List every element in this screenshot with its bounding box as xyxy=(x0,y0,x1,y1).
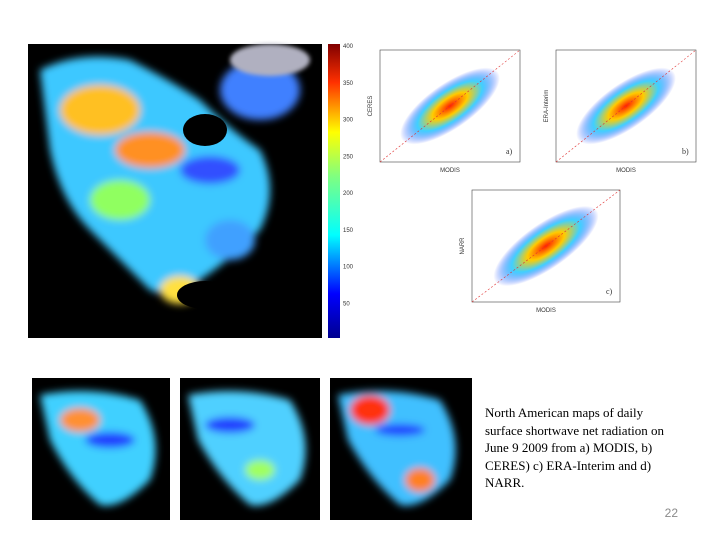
one-to-one-line xyxy=(471,189,621,303)
slide-number: 22 xyxy=(664,506,678,520)
panel-label: a) xyxy=(506,147,513,156)
colorbar-tick-label: 300 xyxy=(343,118,354,124)
scatter-plot: a) MODIS CERES xyxy=(368,49,521,174)
x-axis-label: MODIS xyxy=(440,168,460,174)
colorbar-tick-label: 150 xyxy=(343,228,354,234)
one-to-one-line xyxy=(379,49,521,163)
x-axis-label: MODIS xyxy=(616,168,636,174)
y-axis-label: NARR xyxy=(460,237,466,255)
colorbar-tick-label: 400 xyxy=(343,44,354,50)
y-axis-label: ERA-Interim xyxy=(544,90,550,123)
main-map xyxy=(28,44,340,338)
scatter-plot: b) MODIS ERA-Interim xyxy=(544,49,697,174)
y-axis-label: CERES xyxy=(368,96,374,117)
scatter-plot: c) MODIS NARR xyxy=(460,189,621,314)
colorbar-tick-label: 200 xyxy=(343,191,354,197)
panel-label: b) xyxy=(682,147,689,156)
panel-label: c) xyxy=(606,287,613,296)
colorbar-tick-label: 350 xyxy=(343,81,354,87)
colorbar-tick-label: 100 xyxy=(343,265,354,271)
small-maps xyxy=(32,378,472,520)
x-axis-label: MODIS xyxy=(536,308,556,314)
colorbar-tick-label: 50 xyxy=(343,301,350,307)
one-to-one-line xyxy=(555,49,697,163)
caption: North American maps of daily surface sho… xyxy=(485,405,665,490)
colorbar-tick-label: 250 xyxy=(343,154,354,160)
